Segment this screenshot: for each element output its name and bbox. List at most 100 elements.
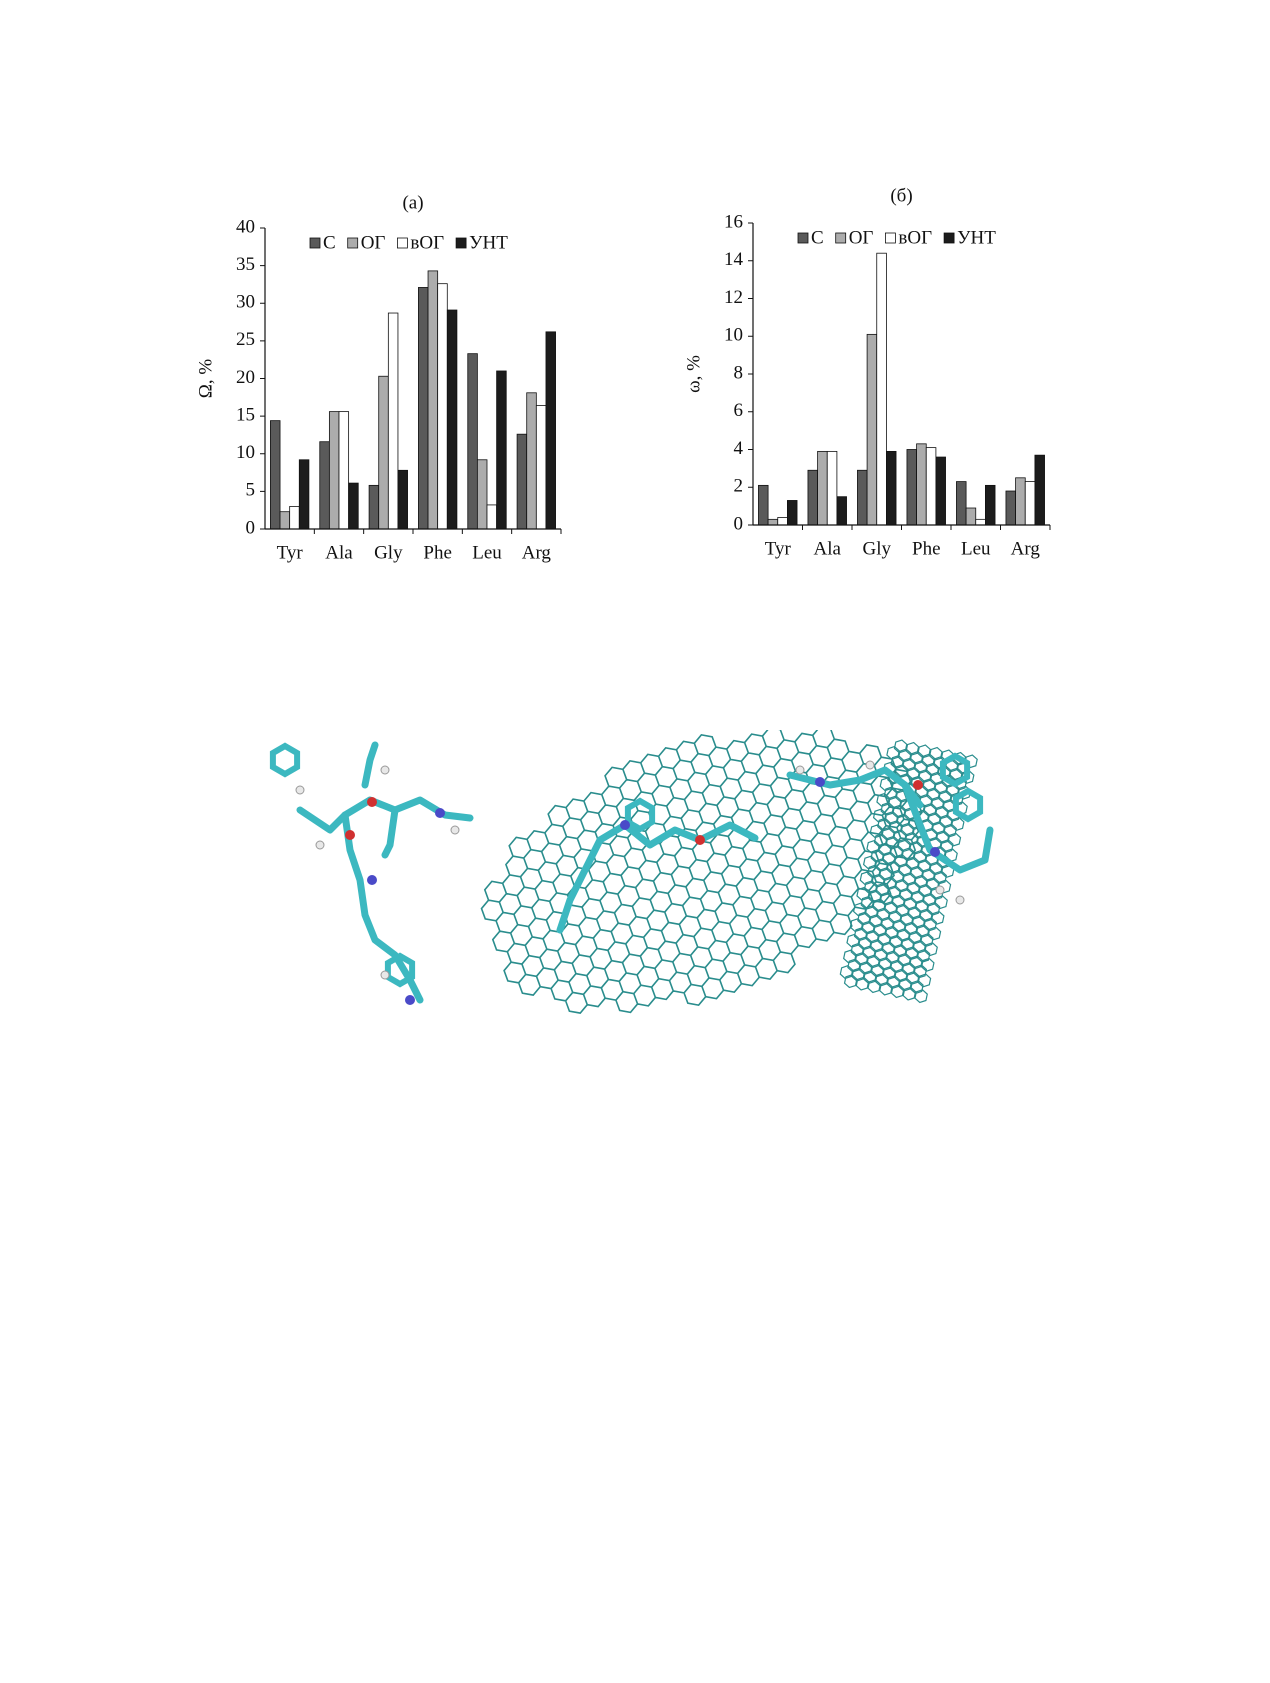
x-tick-label: Tyr xyxy=(277,542,304,563)
legend-swatch xyxy=(347,237,359,249)
y-axis-label: ω, % xyxy=(683,355,704,393)
y-tick-label: 8 xyxy=(734,362,744,383)
aromatic-ring xyxy=(952,787,984,823)
y-tick-label: 16 xyxy=(724,211,743,232)
bar xyxy=(975,518,986,526)
y-tick-label: 30 xyxy=(236,292,255,313)
atom xyxy=(345,830,355,840)
atom xyxy=(367,797,377,807)
bar xyxy=(767,518,779,526)
bar xyxy=(368,484,380,530)
legend-swatch xyxy=(397,237,408,249)
bar xyxy=(886,450,897,526)
bar xyxy=(378,375,389,530)
atom xyxy=(930,847,940,857)
atom xyxy=(913,780,923,790)
atom xyxy=(815,777,825,787)
bar xyxy=(427,270,439,530)
bar xyxy=(866,333,878,526)
legend-label: ОГ xyxy=(361,232,386,253)
y-tick-label: 4 xyxy=(734,438,744,459)
bar xyxy=(956,481,967,526)
x-tick-label: Gly xyxy=(863,538,892,559)
y-tick-label: 14 xyxy=(724,249,744,270)
molecular-structures xyxy=(269,730,994,1014)
bar xyxy=(1034,454,1045,526)
hydrogen xyxy=(315,840,325,850)
bar xyxy=(496,370,507,530)
x-tick-label: Gly xyxy=(374,542,403,563)
bar xyxy=(925,447,937,526)
y-tick-label: 25 xyxy=(236,329,255,350)
hydrogen xyxy=(955,895,965,905)
x-tick-label: Tyr xyxy=(765,538,792,559)
atom xyxy=(367,875,377,885)
legend-label: УНТ xyxy=(957,227,996,248)
peptide-backbone xyxy=(556,836,604,934)
aromatic-ring xyxy=(624,797,656,833)
hydrogen xyxy=(935,885,945,895)
hydrogen xyxy=(865,760,875,770)
bar xyxy=(270,420,281,530)
bar xyxy=(906,449,917,526)
x-tick-label: Phe xyxy=(423,542,452,563)
bar xyxy=(328,411,340,530)
bar xyxy=(467,353,478,530)
bar xyxy=(526,392,537,530)
legend-swatch xyxy=(885,232,896,244)
bar xyxy=(486,504,498,530)
chart: (а) Ω, % 0 5 10 15 20 25 30 35 40 Tyr Ala Gly Phe Leu Ar… xyxy=(195,192,562,563)
bar xyxy=(348,482,359,530)
bar xyxy=(817,450,828,526)
aromatic-ring xyxy=(384,952,416,988)
atom xyxy=(405,995,415,1005)
aromatic-ring xyxy=(269,742,301,778)
y-tick-label: 0 xyxy=(246,517,256,538)
legend-swatch xyxy=(943,232,955,244)
chart: (б) ω, % 0 2 4 6 8 10 12 14 16 Tyr Ala Gly Phe Leu Arg С О… xyxy=(683,185,1051,559)
x-tick-label: Arg xyxy=(1011,538,1041,559)
bar xyxy=(319,441,330,530)
atom xyxy=(620,820,630,830)
bar xyxy=(758,484,769,526)
legend-swatch xyxy=(797,232,809,244)
bar xyxy=(397,469,408,530)
legend-label: вОГ xyxy=(410,232,444,253)
bar xyxy=(1005,490,1016,526)
bar xyxy=(876,252,887,526)
chart-title: (а) xyxy=(402,192,423,213)
y-tick-label: 12 xyxy=(724,287,743,308)
bar xyxy=(298,459,310,530)
bar xyxy=(418,287,429,530)
bar xyxy=(787,500,798,526)
bar xyxy=(857,469,868,526)
y-axis-label: Ω, % xyxy=(195,359,216,399)
legend-swatch xyxy=(835,232,847,244)
bar xyxy=(535,405,547,530)
legend-label: ОГ xyxy=(849,227,874,248)
x-tick-label: Leu xyxy=(961,538,991,559)
bar xyxy=(545,331,556,530)
y-tick-label: 10 xyxy=(724,325,743,346)
bar xyxy=(1024,481,1036,526)
x-tick-label: Phe xyxy=(912,538,941,559)
bar xyxy=(777,517,788,526)
y-tick-label: 0 xyxy=(734,513,744,534)
y-tick-label: 6 xyxy=(734,400,744,421)
bar xyxy=(836,496,847,526)
bar xyxy=(807,469,818,526)
atom xyxy=(695,835,705,845)
bar xyxy=(446,309,458,530)
y-tick-label: 2 xyxy=(734,476,744,497)
legend-label: вОГ xyxy=(898,227,932,248)
y-tick-label: 5 xyxy=(246,480,256,501)
peptide-backbone xyxy=(901,781,994,874)
bar xyxy=(826,450,838,526)
y-tick-label: 10 xyxy=(236,442,255,463)
bar xyxy=(437,283,448,530)
bar xyxy=(935,456,946,526)
bar xyxy=(916,443,927,526)
bar xyxy=(965,507,977,526)
bar xyxy=(387,312,399,530)
